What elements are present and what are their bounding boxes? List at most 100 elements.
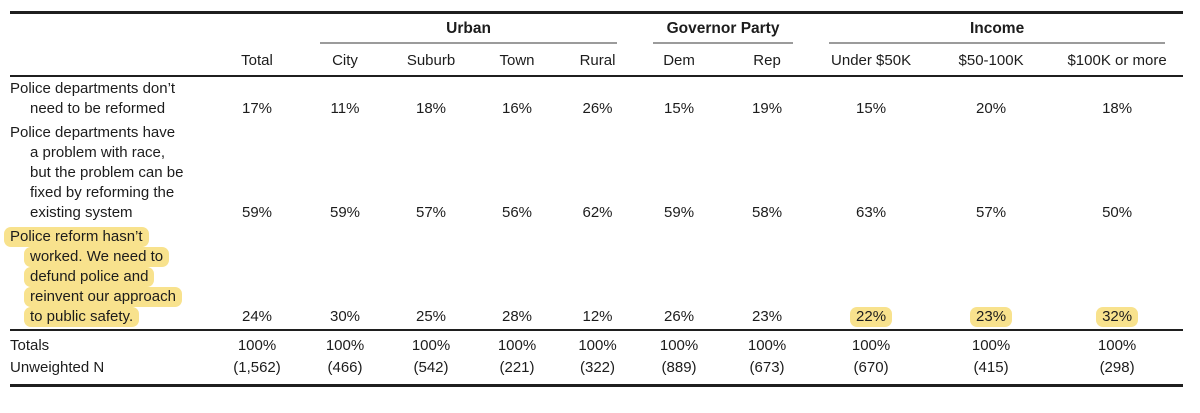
- group-header-label: Income: [829, 15, 1166, 44]
- row-label-line-highlighted: reinvent our approach: [24, 287, 182, 307]
- row-label-line: need to be reformed: [30, 100, 166, 117]
- table-body: Police departments don’t need to be refor…: [4, 76, 1183, 330]
- value-cell: 57%: [976, 204, 1007, 221]
- row-label-cell: Police departments don’t need to be refor…: [10, 76, 212, 121]
- value-cell: 59%: [664, 204, 695, 221]
- footer-value-cell: (673): [749, 359, 785, 376]
- group-header-cell: Governor Party: [635, 13, 811, 44]
- footer-value-cell: 100%: [931, 329, 1052, 357]
- footer-value-cell: 100%: [388, 329, 474, 357]
- column-header-cell: Rural: [560, 44, 636, 77]
- value-cell: 22%: [811, 225, 931, 330]
- row-label-line: Police departments have: [10, 124, 176, 141]
- column-header-cell: City: [302, 44, 388, 77]
- value-cell: 63%: [856, 204, 887, 221]
- group-header-label: Governor Party: [653, 15, 794, 44]
- row-label-line-highlighted: Police reform hasn’t: [4, 227, 149, 247]
- footer-value-cell: (221): [499, 359, 535, 376]
- row-label-cell: Police reform hasn’t worked. We need to de…: [4, 225, 212, 330]
- footer-label-cell: Unweighted N: [10, 359, 105, 376]
- column-header-cell: $50-100K: [931, 44, 1052, 77]
- footer-value-cell: 100%: [723, 329, 812, 357]
- value-cell: 26%: [582, 100, 613, 117]
- value-cell: 18%: [415, 100, 447, 117]
- row-label-line: fixed by reforming the: [30, 184, 175, 201]
- footer-value-cell: (542): [413, 359, 449, 376]
- value-cell: 19%: [752, 100, 783, 117]
- value-cell: 56%: [501, 204, 533, 221]
- footer-label-cell: Totals: [10, 329, 212, 357]
- footer-value-cell: 100%: [474, 329, 560, 357]
- value-cell: 15%: [664, 100, 695, 117]
- group-header-cell: Urban: [302, 13, 635, 44]
- highlighted-value: 22%: [850, 307, 893, 327]
- row-label-line-highlighted: worked. We need to: [24, 247, 170, 267]
- value-cell: 23%: [931, 225, 1051, 330]
- row-label-line: a problem with race,: [30, 144, 166, 161]
- value-cell: 50%: [1102, 204, 1133, 221]
- footer-value-cell: (889): [661, 359, 697, 376]
- footer-value-cell: 100%: [1051, 329, 1184, 357]
- footer-value-cell: 100%: [560, 329, 636, 357]
- column-header-cell: Rep: [723, 44, 812, 77]
- unweighted-n-row: Unweighted N (1,562) (466) (542) (221) (322) (…: [10, 357, 1183, 386]
- table-row: Police departments don’t need to be refor…: [10, 76, 1183, 121]
- footer-value-cell: 100%: [302, 329, 388, 357]
- value-cell: 57%: [415, 204, 447, 221]
- value-cell: 28%: [501, 308, 533, 325]
- value-cell: 26%: [664, 308, 695, 325]
- row-label-line: Police departments don’t: [10, 80, 176, 97]
- footer-value-cell: (415): [973, 359, 1009, 376]
- table-footer: Totals 100% 100% 100% 100% 100% 100% 100% 100% 10…: [10, 329, 1184, 386]
- group-header-label: Urban: [320, 15, 618, 44]
- value-cell: 12%: [582, 308, 613, 325]
- value-cell: 23%: [752, 308, 783, 325]
- value-cell: 25%: [415, 308, 447, 325]
- column-header-cell: $100K or more: [1051, 44, 1184, 77]
- value-cell: 30%: [329, 308, 361, 325]
- column-header-cell: Town: [474, 44, 560, 77]
- group-header-spacer: [10, 13, 302, 45]
- crosstab-table-container: Urban Governor Party Income Total City Subur…: [4, 11, 1184, 387]
- row-label-header: [10, 44, 212, 77]
- row-label-line: but the problem can be: [30, 164, 184, 181]
- value-cell: 32%: [1051, 225, 1183, 330]
- value-cell: 24%: [241, 308, 273, 325]
- totals-row: Totals 100% 100% 100% 100% 100% 100% 100% 100% 10…: [10, 329, 1184, 357]
- value-cell: 11%: [330, 100, 360, 117]
- column-header-cell: Under $50K: [811, 44, 932, 77]
- row-label-cell: Police departments have a problem with ra…: [10, 121, 212, 225]
- row-label-line-highlighted: to public safety.: [24, 307, 140, 327]
- highlighted-value: 23%: [970, 307, 1013, 327]
- footer-value-cell: (670): [853, 359, 889, 376]
- survey-crosstab-table: Urban Governor Party Income Total City Subur…: [4, 11, 1184, 387]
- column-header-cell: Dem: [635, 44, 724, 77]
- footer-value-cell: 100%: [635, 329, 724, 357]
- value-cell: 62%: [582, 204, 613, 221]
- value-cell: 59%: [241, 204, 273, 221]
- footer-value-cell: 100%: [212, 329, 302, 357]
- table-header: Urban Governor Party Income Total City Subur…: [10, 13, 1184, 77]
- table-row: Police departments have a problem with ra…: [10, 121, 1183, 225]
- value-cell: 17%: [241, 100, 273, 117]
- value-cell: 18%: [1102, 100, 1133, 117]
- row-label-line-highlighted: defund police and: [24, 267, 155, 287]
- group-header-row: Urban Governor Party Income: [10, 13, 1183, 45]
- column-header-cell: Total: [212, 44, 302, 77]
- value-cell: 15%: [856, 100, 887, 117]
- footer-value-cell: (298): [1099, 359, 1135, 376]
- footer-value-cell: (322): [580, 359, 616, 376]
- value-cell: 59%: [329, 204, 361, 221]
- column-header-cell: Suburb: [388, 44, 474, 77]
- value-cell: 58%: [752, 204, 783, 221]
- highlighted-value: 32%: [1096, 307, 1139, 327]
- group-header-cell: Income: [811, 13, 1183, 44]
- footer-value-cell: (466): [327, 359, 363, 376]
- footer-value-cell: (1,562): [233, 359, 281, 376]
- footer-value-cell: 100%: [811, 329, 932, 357]
- table-row: Police reform hasn’t worked. We need to de…: [4, 225, 1183, 330]
- row-label-line: existing system: [30, 204, 133, 221]
- value-cell: 16%: [501, 100, 533, 117]
- value-cell: 20%: [976, 100, 1007, 117]
- column-header-row: Total City Suburb Town Rural Dem Rep Under $50K…: [10, 44, 1184, 77]
